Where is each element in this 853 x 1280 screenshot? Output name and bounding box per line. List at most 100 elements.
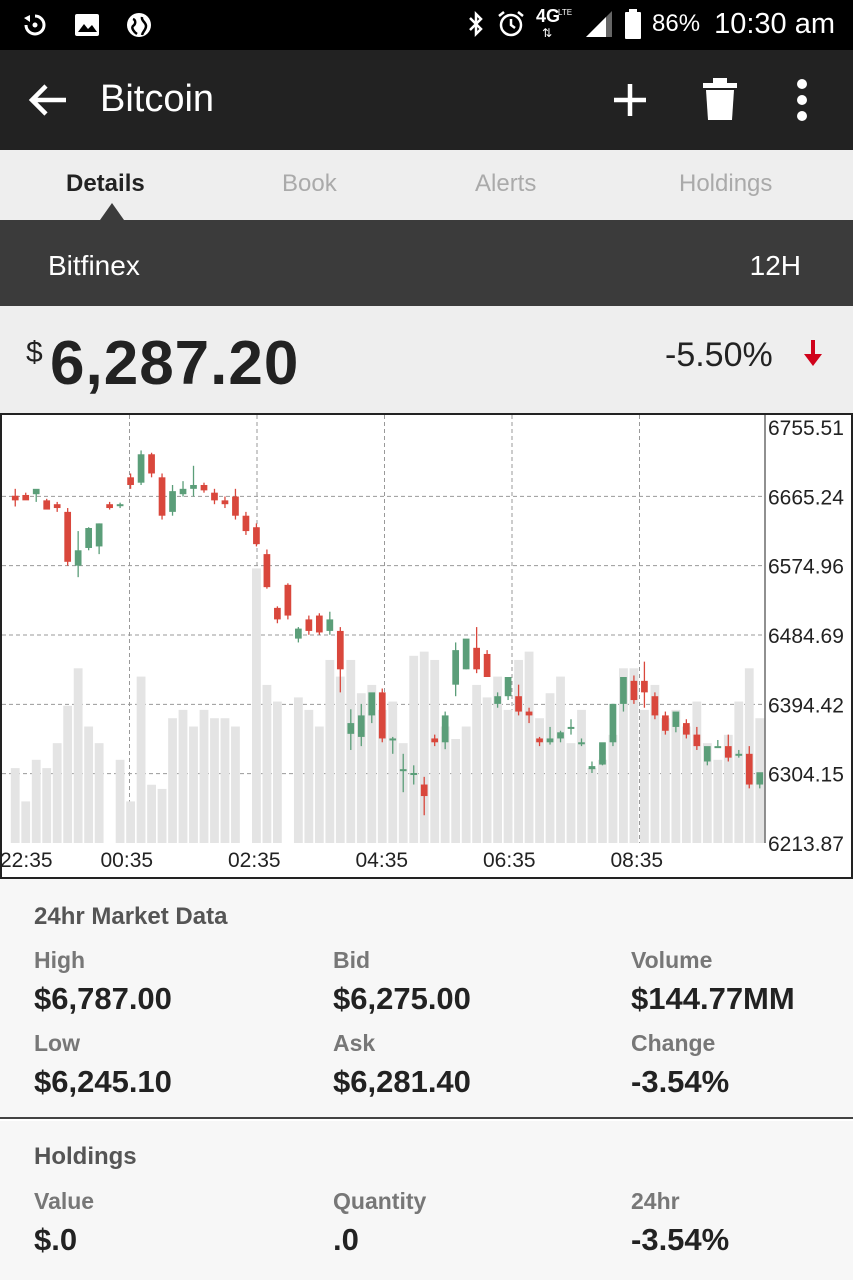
volume-bar bbox=[367, 684, 377, 843]
volume-bar bbox=[734, 701, 744, 843]
candle-down bbox=[515, 696, 522, 712]
currency-sign: $ bbox=[26, 336, 43, 369]
y-tick-label: 6484.69 bbox=[768, 625, 844, 648]
candle-down bbox=[378, 692, 386, 739]
volume-bar bbox=[136, 676, 146, 843]
candle-up bbox=[756, 772, 764, 785]
ask-label: Ask bbox=[333, 1030, 376, 1056]
add-icon[interactable] bbox=[608, 78, 652, 122]
candle-down bbox=[158, 477, 166, 516]
candle-down bbox=[64, 511, 72, 562]
volume-bar bbox=[220, 718, 230, 843]
candle-up bbox=[137, 454, 145, 483]
bid-label: Bid bbox=[333, 947, 371, 973]
volume-bar bbox=[168, 718, 177, 843]
delete-icon[interactable] bbox=[700, 76, 740, 122]
candle-down bbox=[232, 496, 239, 516]
candle-down bbox=[483, 653, 491, 678]
volume-bar bbox=[692, 701, 702, 843]
volume-bar bbox=[94, 743, 104, 843]
volume-bar bbox=[598, 759, 607, 843]
candle-up bbox=[326, 619, 334, 631]
network-label: 4G bbox=[536, 6, 561, 26]
y-tick-label: 6394.42 bbox=[768, 694, 844, 717]
candle-up bbox=[169, 491, 176, 512]
candle-up bbox=[295, 628, 302, 639]
volume-bar bbox=[430, 659, 440, 843]
volume-bar bbox=[52, 743, 62, 843]
volume-bar bbox=[231, 726, 240, 843]
candle-down bbox=[745, 753, 753, 785]
tab-alerts[interactable]: Alerts bbox=[475, 170, 537, 197]
candle-down bbox=[536, 738, 543, 743]
y-tick-label: 6665.24 bbox=[768, 486, 844, 509]
candle-down bbox=[211, 492, 218, 501]
volume-bar bbox=[31, 759, 41, 843]
price-change-percent: -5.50% bbox=[665, 336, 773, 374]
volume-bar bbox=[461, 726, 471, 843]
volume-bar bbox=[178, 709, 188, 843]
holding-value: $.0 bbox=[34, 1222, 78, 1257]
change-value: -3.54% bbox=[631, 1064, 730, 1099]
globe-icon bbox=[127, 13, 151, 37]
holdings-title: Holdings bbox=[34, 1143, 137, 1170]
candle-up bbox=[368, 692, 376, 716]
volume-bar bbox=[723, 734, 733, 843]
candle-down bbox=[651, 696, 659, 716]
x-tick-label: 02:35 bbox=[228, 849, 281, 872]
candle-down bbox=[431, 738, 439, 743]
volume-bar bbox=[671, 709, 681, 843]
candle-up bbox=[389, 738, 397, 741]
x-tick-label: 00:35 bbox=[101, 849, 154, 872]
candle-down bbox=[724, 746, 732, 758]
candle-up bbox=[578, 742, 585, 745]
arrow-down-icon bbox=[804, 340, 822, 366]
volume-value: $144.77MM bbox=[631, 981, 795, 1016]
candle-down bbox=[274, 607, 281, 620]
tab-book[interactable]: Book bbox=[282, 170, 337, 197]
candle-up bbox=[557, 732, 564, 739]
bid-value: $6,275.00 bbox=[333, 981, 471, 1016]
candle-up bbox=[347, 723, 355, 734]
volume-bar bbox=[252, 568, 261, 843]
volume-bar bbox=[566, 743, 576, 843]
exchange-selector[interactable]: Bitfinex bbox=[48, 250, 140, 281]
holding-quantity-label: Quantity bbox=[333, 1188, 427, 1214]
volume-bar bbox=[472, 684, 482, 843]
tab-details[interactable]: Details bbox=[66, 170, 145, 197]
volume-bar bbox=[115, 759, 125, 843]
volume-bar bbox=[272, 701, 282, 843]
x-tick-label: 08:35 bbox=[611, 849, 664, 872]
holding-value-label: Value bbox=[34, 1188, 95, 1214]
y-tick-label: 6574.96 bbox=[768, 556, 844, 579]
volume-bar bbox=[556, 676, 565, 843]
more-vert-icon[interactable] bbox=[786, 76, 818, 124]
volume-bar bbox=[577, 709, 586, 843]
interval-selector[interactable]: 12H bbox=[749, 250, 801, 281]
candle-up bbox=[567, 726, 575, 729]
volume-bar bbox=[650, 684, 660, 843]
volume-bar bbox=[325, 659, 335, 843]
candle-down bbox=[693, 734, 701, 747]
price-chart[interactable]: 6755.51 6665.24 6574.96 6484.69 6394.42 6304.… bbox=[0, 413, 853, 879]
high-value: $6,787.00 bbox=[34, 981, 172, 1016]
candle-down bbox=[106, 504, 113, 509]
candle-down bbox=[473, 647, 480, 670]
candle-up bbox=[588, 766, 596, 770]
tab-holdings[interactable]: Holdings bbox=[679, 170, 773, 197]
volume-bar bbox=[535, 718, 544, 843]
candle-up bbox=[546, 738, 554, 743]
volume-bar bbox=[713, 759, 723, 843]
candle-up bbox=[441, 715, 449, 743]
candlestick-chart[interactable]: 6755.51 6665.24 6574.96 6484.69 6394.42 6304.… bbox=[0, 415, 853, 877]
candle-down bbox=[662, 715, 669, 731]
volume-bar bbox=[42, 768, 52, 843]
volume-bar bbox=[377, 709, 387, 843]
volume-bar bbox=[84, 726, 94, 843]
candle-up bbox=[85, 528, 93, 548]
exchange-bar: Bitfinex 12H bbox=[0, 220, 853, 306]
volume-bar bbox=[21, 801, 31, 843]
back-arrow-icon[interactable] bbox=[26, 78, 70, 122]
clock: 10:30 am bbox=[714, 7, 835, 40]
candle-down bbox=[525, 711, 533, 716]
